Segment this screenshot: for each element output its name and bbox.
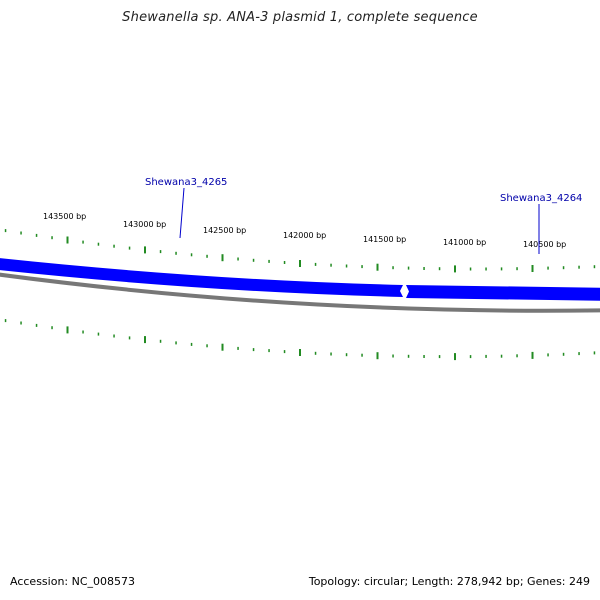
inner-tick-mark [345, 353, 348, 357]
inner-tick-mark [516, 354, 518, 358]
inner-tick-mark [578, 352, 580, 356]
gene-arrow-shewana3-4265[interactable] [0, 256, 403, 297]
inner-tick-mark [469, 355, 472, 359]
outer-tick-mark [438, 267, 441, 271]
inner-tick-mark [4, 319, 7, 323]
inner-tick-mark [206, 344, 208, 348]
outer-tick-mark [97, 242, 100, 246]
outer-tick-mark [159, 250, 162, 254]
inner-tick-mark [500, 354, 503, 358]
inner-tick-mark [190, 342, 193, 346]
inner-tick-mark [314, 351, 317, 355]
outer-tick-mark [376, 263, 379, 271]
inner-tick-mark [237, 346, 239, 350]
outer-tick-mark [454, 265, 456, 273]
outer-tick-mark [66, 236, 69, 244]
outer-tick-track [4, 229, 596, 273]
inner-tick-track [4, 319, 596, 361]
outer-tick-mark [175, 251, 177, 255]
inner-tick-mark [361, 353, 363, 357]
inner-tick-mark [35, 323, 38, 327]
inner-tick-mark [407, 354, 410, 358]
inner-tick-mark [97, 332, 100, 336]
inner-tick-mark [175, 341, 177, 345]
outer-tick-mark [4, 229, 7, 233]
scale-label: 142000 bp [283, 231, 326, 240]
sequence-summary: Topology: circular; Length: 278,942 bp; … [308, 575, 590, 588]
scale-label: 143500 bp [43, 212, 86, 221]
outer-tick-mark [516, 267, 518, 271]
gene-label-shewana3-4265[interactable]: Shewana3_4265 [145, 177, 227, 188]
outer-tick-mark [268, 259, 270, 263]
outer-tick-mark [392, 266, 394, 270]
outer-tick-mark [144, 246, 146, 254]
inner-tick-mark [221, 343, 224, 351]
outer-tick-mark [345, 264, 348, 268]
inner-tick-mark [423, 355, 425, 358]
outer-tick-mark [113, 244, 115, 248]
inner-tick-mark [51, 326, 53, 330]
outer-tick-mark [469, 267, 472, 271]
inner-tick-mark [438, 355, 441, 359]
inner-tick-mark [159, 339, 162, 343]
outer-tick-mark [283, 261, 286, 264]
outer-tick-mark [128, 246, 131, 250]
inner-tick-mark [20, 321, 22, 325]
inner-tick-mark [268, 349, 270, 353]
outer-tick-mark [361, 265, 363, 269]
outer-tick-mark [35, 233, 38, 237]
inner-tick-mark [283, 350, 286, 354]
scale-label: 140500 bp [523, 240, 566, 249]
inner-tick-mark [485, 354, 487, 358]
outer-tick-mark [314, 262, 317, 266]
outer-tick-mark [423, 267, 425, 270]
inner-tick-mark [593, 351, 596, 355]
outer-tick-mark [252, 258, 255, 262]
scale-label: 143000 bp [123, 220, 166, 229]
outer-tick-mark [500, 267, 503, 271]
outer-tick-mark [51, 236, 53, 240]
gene-callout-line-shewana3-4265 [179, 187, 185, 239]
inner-tick-mark [66, 326, 69, 334]
outer-tick-mark [485, 267, 487, 271]
outer-tick-mark [299, 260, 301, 267]
gene-arrow-shewana3-4264[interactable] [406, 285, 600, 301]
inner-tick-mark [113, 334, 115, 338]
inner-tick-mark [547, 353, 549, 357]
inner-tick-mark [144, 336, 146, 344]
outer-tick-mark [547, 266, 549, 270]
gene-label-shewana3-4264[interactable]: Shewana3_4264 [500, 193, 582, 204]
outer-tick-mark [407, 266, 410, 270]
outer-tick-mark [206, 254, 208, 258]
accession-text: Accession: NC_008573 [10, 575, 136, 588]
outer-tick-mark [562, 266, 565, 270]
scale-label: 142500 bp [203, 226, 246, 235]
inner-tick-mark [562, 352, 565, 356]
inner-tick-mark [128, 336, 131, 340]
outer-tick-mark [593, 265, 596, 269]
outer-tick-mark [221, 254, 224, 262]
map-title: Shewanella sp. ANA-3 plasmid 1, complete… [122, 10, 478, 25]
outer-tick-mark [82, 240, 84, 244]
outer-tick-mark [237, 257, 239, 261]
inner-tick-mark [82, 330, 84, 334]
inner-tick-mark [299, 349, 301, 356]
outer-tick-mark [578, 265, 580, 269]
scale-label: 141500 bp [363, 235, 406, 244]
inner-tick-mark [252, 348, 255, 352]
outer-tick-mark [190, 253, 193, 257]
inner-tick-mark [454, 353, 456, 361]
outer-tick-mark [330, 263, 332, 267]
scale-label: 141000 bp [443, 238, 486, 247]
inner-tick-mark [376, 352, 379, 360]
inner-tick-mark [392, 354, 394, 358]
inner-tick-mark [330, 352, 332, 356]
sequence-backbone [0, 272, 600, 313]
outer-tick-mark [531, 265, 534, 272]
inner-tick-mark [531, 351, 534, 359]
outer-tick-mark [20, 231, 22, 235]
